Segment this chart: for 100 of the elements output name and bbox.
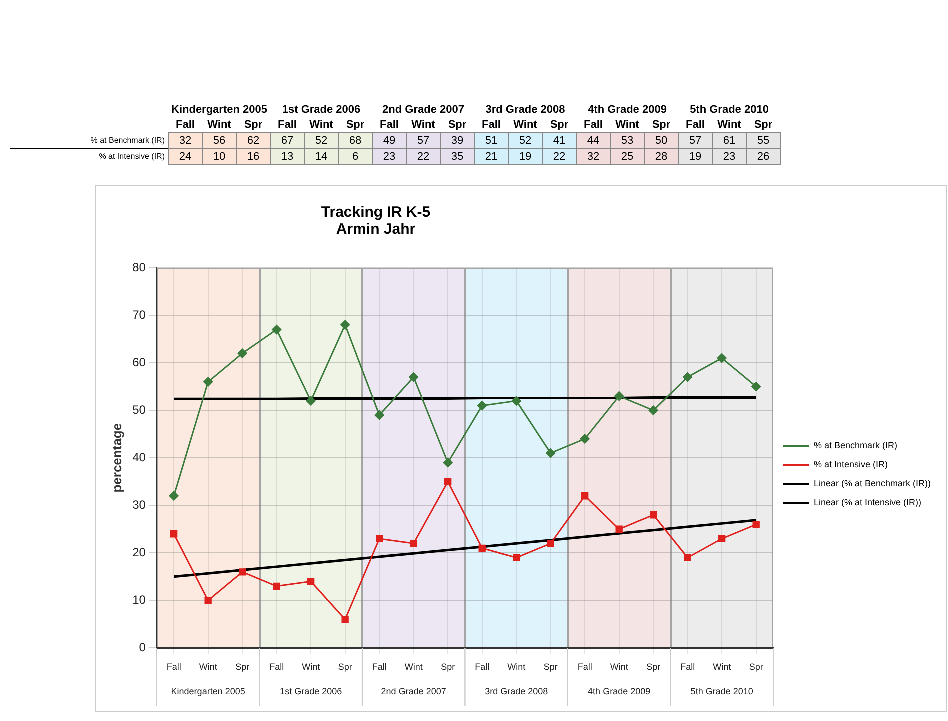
x-tick-label: Spr [749,662,764,672]
text: 3rd Grade 2008 [486,104,566,116]
data-label: 22 [406,148,440,164]
y-tick-label: 10 [132,592,146,607]
point [614,392,624,402]
data-label: 23 [372,148,406,164]
data-label: 44 [576,132,610,148]
x-tick-label: Fall [680,662,696,672]
data-label: 32 [576,148,610,164]
point [238,568,246,576]
point [580,434,590,444]
point [409,372,419,382]
x-tick-label: Spr [544,662,558,672]
data-label: 19 [508,148,542,164]
data-label: 21 [474,148,508,164]
data-label: 26 [746,148,780,164]
category-label: Fall [176,118,195,130]
data-label: 25 [610,148,644,164]
category-label: Spr [346,118,365,130]
point [650,512,658,519]
point [683,372,693,382]
data-label: 57 [678,132,712,148]
category-label: Fall [482,118,501,130]
data-label: 61 [712,132,746,148]
data-label: 22 [542,148,576,164]
category-label: Wint [310,118,334,130]
data-label: 35 [440,148,474,164]
point [616,526,623,533]
x-tick-label: Fall [475,662,490,672]
point [513,554,520,562]
legend-label: Linear (% at Benchmark (IR)) [814,478,932,488]
point [582,492,589,500]
data-label: 41 [542,132,576,148]
category-label: Fall [584,118,603,130]
x-tick-label: Spr [441,662,456,672]
x-tick-label: Fall [578,662,592,672]
category-label: Spr [448,118,467,130]
point [752,521,760,528]
text: 1st Grade 2006 [280,686,342,697]
point [306,396,316,406]
point [718,535,726,542]
x-tick-label: Wint [199,662,218,672]
x-tick-label: Fall [372,662,387,672]
point [238,348,248,358]
data-label: 39 [440,132,474,148]
point [512,396,522,406]
data-label: 19 [678,148,712,164]
data-label: 16 [236,148,270,164]
data-label: 68 [338,132,372,148]
text: 4th Grade 2009 [588,686,651,697]
point [204,597,212,604]
data-label: 55 [746,132,780,148]
text: 1st Grade 2006 [282,104,361,116]
point [684,554,692,562]
category-label: Wint [616,118,640,130]
data-label: 14 [304,148,338,164]
data-label: 49 [372,132,406,148]
text: Kindergarten 2005 [171,686,246,697]
point [374,410,384,420]
text: 5th Grade 2010 [690,686,754,697]
text: 3rd Grade 2008 [485,686,548,697]
text: % at Intensive (IR) [99,152,165,162]
point [169,491,179,501]
text: 5th Grade 2010 [690,104,769,116]
point [273,582,280,590]
legend-label: Linear (% at Intensive (IR)) [814,497,922,508]
text: Kindergarten 2005 [172,104,268,116]
text: 2nd Grade 2007 [381,686,446,697]
y-tick-label: 50 [132,402,146,417]
point [648,406,658,416]
y-tick-label: 80 [132,260,146,274]
data-label: 62 [236,132,270,148]
x-tick-label: Wint [404,662,424,672]
legend-label: % at Intensive (IR) [814,459,888,470]
x-tick-label: Wint [610,662,629,672]
category-label: Wint [514,118,538,130]
y-tick-label: 40 [132,450,146,464]
text: 4th Grade 2009 [588,104,667,116]
text: % at Benchmark (IR) [90,136,165,145]
data-label: 32 [168,132,202,148]
point [444,478,452,486]
x-tick-label: Spr [646,662,661,672]
point [478,544,486,552]
x-tick-label: Spr [236,662,250,672]
category-label: Spr [652,118,671,130]
chart-subtitle: Armin Jahr [335,221,417,238]
point [272,325,282,335]
category-label: Spr [550,118,569,130]
category-label: Fall [686,118,705,130]
x-tick-label: Fall [166,662,182,672]
point [170,530,178,538]
point [308,578,315,586]
point [342,616,349,624]
data-label: 28 [644,148,678,164]
point [546,448,556,458]
chart-title: Tracking IR K-5 [320,204,432,221]
data-label: 57 [406,132,440,148]
data-label: 24 [168,148,202,164]
point [410,540,418,548]
point [443,458,453,468]
